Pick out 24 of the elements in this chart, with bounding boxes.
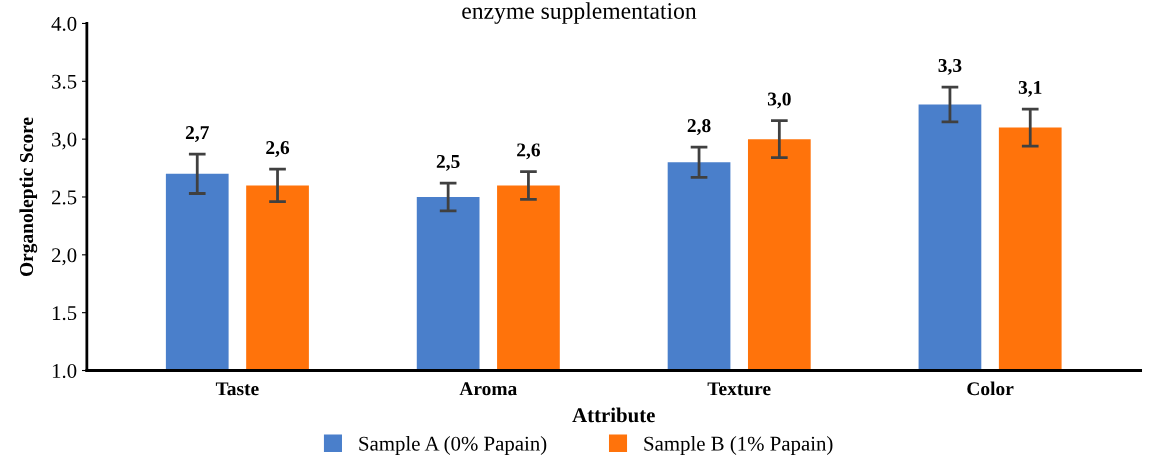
x-tick-label: Color — [967, 381, 1014, 396]
data-label: 2,7 — [185, 126, 209, 142]
data-label: 2,5 — [436, 154, 460, 171]
y-tick-label: 3,0 — [52, 132, 77, 150]
y-tick-label: 1.5 — [52, 306, 77, 321]
data-label: 3,3 — [938, 58, 962, 75]
x-axis-title: Attribute — [572, 407, 655, 423]
x-tick-label: Texture — [707, 382, 771, 396]
legend-label: Sample B (1% Papain) — [644, 436, 833, 455]
y-tick-label: 2,0 — [52, 248, 77, 266]
y-axis-title: Organoleptic Score — [19, 117, 38, 277]
legend-label: Sample A (0% Papain) — [359, 436, 547, 455]
chart-title: enzyme supplementation — [462, 2, 697, 24]
x-tick-label: Taste — [215, 382, 259, 396]
x-tick-label: Aroma — [459, 382, 517, 396]
y-tick-label: 4.0 — [51, 16, 77, 31]
data-label: 3,0 — [767, 92, 791, 109]
data-label: 2,8 — [687, 119, 711, 135]
data-label: 2,6 — [517, 143, 541, 160]
data-label: 3,1 — [1018, 80, 1042, 97]
data-label: 2,6 — [266, 141, 290, 157]
y-tick-label: 2.5 — [52, 190, 77, 205]
y-tick-label: 3.5 — [52, 74, 77, 89]
y-tick-label: 1.0 — [52, 363, 77, 379]
